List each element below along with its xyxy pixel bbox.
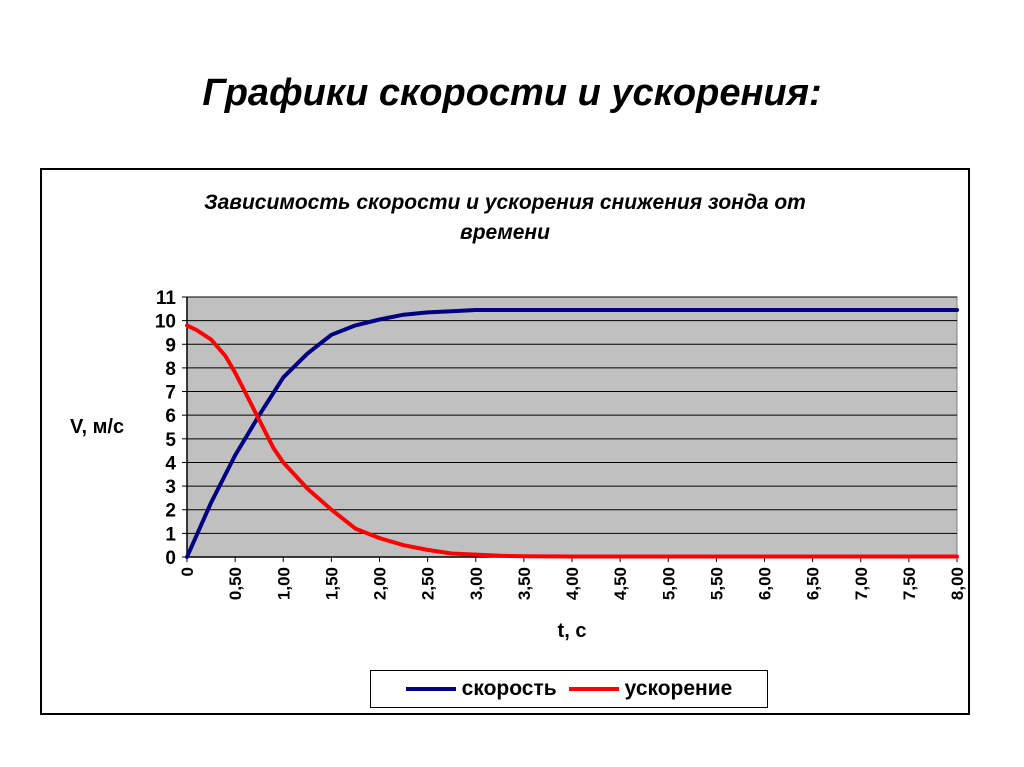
legend-item-acceleration: ускорение <box>568 677 733 701</box>
x-tick-label-8,00: 8,00 <box>948 567 967 600</box>
x-tick-label-5,00: 5,00 <box>659 567 678 600</box>
chart-title-line-1: Зависимость скорости и ускорения снижени… <box>204 191 806 214</box>
x-tick-label-1,50: 1,50 <box>322 567 341 600</box>
y-tick-label-8: 8 <box>165 359 176 380</box>
series-line-acceleration <box>185 323 959 559</box>
x-tick-label-0: 0 <box>178 567 197 576</box>
y-tick-label-6: 6 <box>165 406 176 427</box>
chart-legend: скорость ускорение <box>370 670 768 708</box>
x-tick-label-5,50: 5,50 <box>707 567 726 600</box>
y-tick-label-5: 5 <box>165 430 176 451</box>
y-tick-label-7: 7 <box>165 383 176 404</box>
x-tick-label-7,00: 7,00 <box>852 567 871 600</box>
legend-label-acceleration: ускорение <box>624 677 733 700</box>
y-tick-label-11: 11 <box>156 288 177 309</box>
y-axis-label: V, м/с <box>70 416 124 438</box>
y-tick-label-1: 1 <box>165 524 176 545</box>
x-tick-label-4,00: 4,00 <box>563 567 582 600</box>
x-tick-label-3,00: 3,00 <box>467 567 486 600</box>
x-tick-label-2,00: 2,00 <box>371 567 390 600</box>
legend-swatch-acceleration <box>568 687 619 691</box>
legend-item-speed: скорость <box>405 677 557 701</box>
legend-swatch-speed <box>405 687 456 691</box>
x-tick-label-3,50: 3,50 <box>515 567 534 600</box>
series-line-speed <box>185 308 959 559</box>
x-tick-label-6,00: 6,00 <box>756 567 775 600</box>
x-tick-label-7,50: 7,50 <box>900 567 919 600</box>
slide-title: Графики скорости и ускорения: <box>202 72 822 114</box>
legend-label-speed: скорость <box>461 677 557 700</box>
chart-title-line-2: времени <box>460 221 550 244</box>
y-tick-label-4: 4 <box>165 453 176 474</box>
x-tick-label-6,50: 6,50 <box>804 567 823 600</box>
y-tick-label-3: 3 <box>165 477 176 498</box>
x-tick-label-1,00: 1,00 <box>274 567 293 600</box>
y-tick-label-0: 0 <box>165 548 176 569</box>
y-tick-label-9: 9 <box>165 335 176 356</box>
x-tick-label-4,50: 4,50 <box>611 567 630 600</box>
line-chart: 0 12 3 45 67 8 910 11 0 0,50 1,00 1,50 2,00 2,50 3,00 3… <box>70 288 967 642</box>
y-tick-label-2: 2 <box>165 501 176 522</box>
chart-frame: Зависимость скорости и ускорения снижени… <box>40 168 970 715</box>
chart-title: Зависимость скорости и ускорения снижени… <box>42 188 968 248</box>
y-tick-label-10: 10 <box>155 312 176 333</box>
x-tick-label-0,50: 0,50 <box>226 567 245 600</box>
plot-area <box>186 296 958 558</box>
x-axis-label: t, c <box>558 620 587 642</box>
x-tick-label-2,50: 2,50 <box>419 567 438 600</box>
